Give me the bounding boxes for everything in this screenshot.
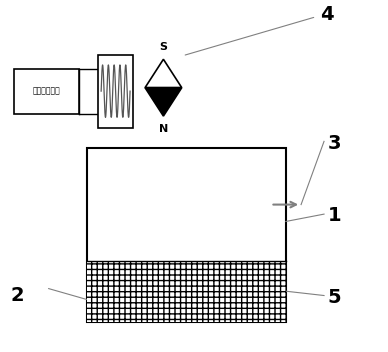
Text: 3: 3 <box>328 134 341 153</box>
Text: N: N <box>159 124 168 134</box>
Text: 1: 1 <box>328 206 341 225</box>
Bar <box>87 148 286 321</box>
Bar <box>99 55 133 127</box>
Polygon shape <box>145 59 182 88</box>
Text: 2: 2 <box>10 286 24 305</box>
Bar <box>87 261 286 321</box>
Bar <box>14 69 79 114</box>
Text: 4: 4 <box>320 5 334 24</box>
Text: S: S <box>159 42 167 52</box>
Text: 功率驱动电路: 功率驱动电路 <box>33 87 61 96</box>
Text: 5: 5 <box>328 288 341 307</box>
Polygon shape <box>145 88 182 116</box>
